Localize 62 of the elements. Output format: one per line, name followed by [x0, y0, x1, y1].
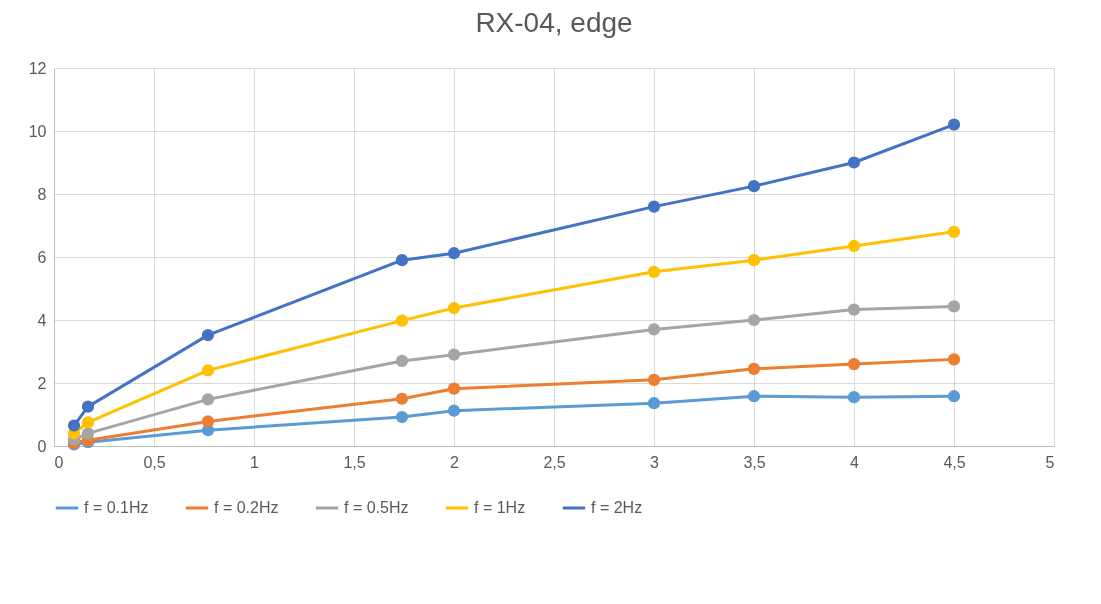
point: [947, 225, 961, 238]
point: [447, 404, 461, 417]
point: [747, 180, 761, 193]
point: [395, 354, 409, 368]
x-tick-label: 3,5: [743, 453, 766, 471]
point: [67, 419, 81, 432]
point: [747, 390, 761, 403]
point: [847, 239, 861, 253]
point: [395, 392, 409, 405]
point: [447, 348, 461, 361]
point: [81, 400, 95, 413]
point: [947, 390, 961, 403]
y-tick-label: 12: [28, 59, 47, 77]
x-tick-label: 4,5: [943, 453, 966, 471]
legend-label: f = 0.2Hz: [214, 499, 279, 516]
y-tick-label: 4: [37, 311, 47, 329]
point: [81, 427, 95, 440]
point: [647, 200, 661, 213]
x-tick-label: 1,5: [343, 453, 366, 471]
point: [81, 416, 95, 429]
point: [847, 391, 861, 404]
point: [201, 415, 215, 428]
y-tick-label: 0: [37, 437, 47, 455]
x-tick-label: 3: [650, 453, 660, 471]
point: [447, 247, 461, 260]
point: [647, 373, 661, 386]
point: [447, 382, 461, 395]
point: [747, 254, 761, 267]
legend-label: f = 1Hz: [474, 499, 526, 516]
point: [447, 301, 461, 315]
point: [647, 397, 661, 410]
point: [201, 329, 215, 342]
legend-label: f = 0.5Hz: [344, 499, 409, 516]
point: [395, 314, 409, 327]
point: [647, 265, 661, 278]
y-tick-label: 2: [37, 374, 47, 392]
x-tick-label: 4: [850, 453, 860, 471]
point: [947, 118, 961, 131]
x-tick-label: 2: [450, 453, 460, 471]
x-tick-label: 5: [1045, 453, 1055, 471]
point: [647, 323, 661, 336]
point: [847, 156, 861, 169]
x-tick-label: 0,5: [143, 453, 166, 471]
y-tick-label: 10: [28, 122, 47, 140]
legend-label: f = 2Hz: [591, 499, 643, 516]
point: [847, 303, 861, 316]
point: [747, 313, 761, 327]
point: [947, 300, 961, 313]
point: [395, 254, 409, 267]
point: [201, 393, 215, 406]
point: [947, 353, 961, 366]
y-tick-label: 8: [37, 185, 47, 203]
chart-title: RX-04, edge: [475, 7, 633, 38]
point: [395, 410, 409, 424]
x-tick-label: 0: [54, 453, 64, 471]
point: [847, 357, 861, 371]
y-tick-label: 6: [37, 248, 47, 266]
legend-label: f = 0.1Hz: [84, 499, 149, 516]
point: [201, 364, 215, 377]
x-tick-label: 2,5: [543, 453, 566, 471]
x-tick-label: 1: [250, 453, 260, 471]
point: [747, 362, 761, 375]
